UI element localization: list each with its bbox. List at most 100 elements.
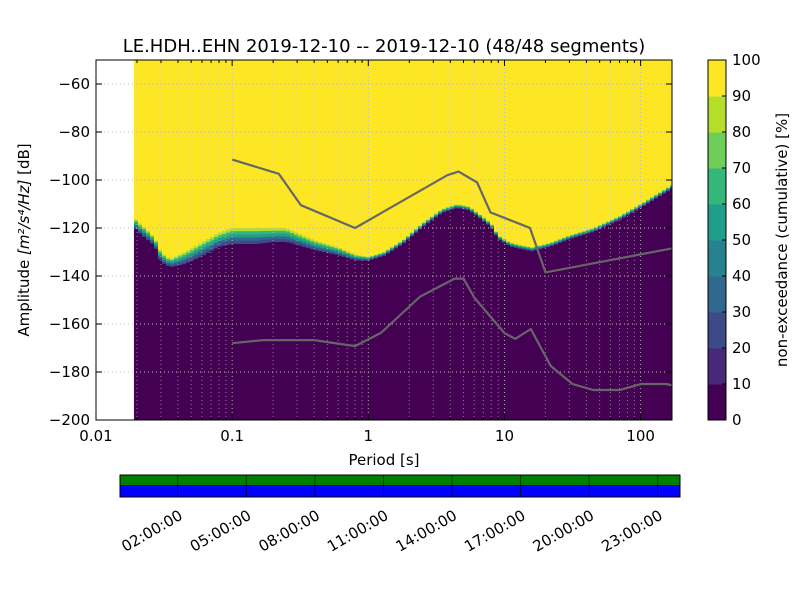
heatmap-cell-transition	[637, 205, 643, 207]
colorbar-block	[708, 132, 726, 169]
heatmap-cell-transition	[329, 245, 335, 248]
heatmap-cell-transition	[589, 229, 595, 231]
heatmap-cell-low	[461, 210, 467, 420]
heatmap-cell-transition	[385, 250, 391, 252]
heatmap-cell-transition	[257, 228, 263, 232]
heatmap-column	[577, 60, 583, 420]
heatmap-cell-transition	[669, 184, 672, 187]
heatmap-cell-high	[561, 60, 567, 238]
heatmap-cell-transition	[461, 206, 467, 209]
heatmap-cell-transition	[469, 212, 475, 214]
heatmap-column	[329, 60, 335, 420]
heatmap-column	[437, 60, 443, 420]
heatmap-cell-transition	[241, 244, 247, 248]
heatmap-cell-transition	[301, 242, 307, 246]
heatmap-cell-transition	[421, 222, 427, 224]
heatmap-cell-transition	[313, 248, 319, 251]
heatmap-cell-transition	[509, 243, 515, 245]
heatmap-cell-transition	[609, 219, 615, 221]
heatmap-cell-transition	[497, 237, 503, 240]
heatmap-cell-transition	[269, 233, 275, 237]
heatmap-cell-low	[437, 215, 443, 420]
heatmap-cell-transition	[433, 215, 439, 218]
heatmap-cell-transition	[489, 224, 495, 226]
heatmap-cell-transition	[505, 244, 511, 246]
heatmap-cell-transition	[145, 236, 151, 239]
x-axis-label: Period [s]	[348, 451, 419, 469]
heatmap-cell-transition	[341, 252, 347, 255]
heatmap-column	[341, 60, 347, 420]
heatmap-cell-high	[621, 60, 627, 214]
heatmap-cell-low	[477, 219, 483, 420]
heatmap-column	[649, 60, 655, 420]
colorbar-tick-label: 20	[732, 339, 751, 357]
heatmap-cell-transition	[573, 233, 579, 235]
heatmap-cell-low	[385, 254, 391, 420]
colorbar-color-blocks	[708, 60, 726, 421]
heatmap-cell-transition	[145, 240, 151, 243]
heatmap-cell-transition	[257, 234, 263, 238]
heatmap-cell-high	[241, 60, 247, 228]
heatmap-cell-transition	[309, 249, 315, 252]
heatmap-cell-transition	[421, 222, 427, 225]
heatmap-cell-transition	[245, 228, 251, 232]
heatmap-cell-low	[377, 257, 383, 420]
x-tick-label: 1	[364, 427, 374, 445]
heatmap-cell-high	[361, 60, 367, 257]
heatmap-cell-high	[469, 60, 475, 209]
heatmap-cell-transition	[289, 240, 295, 244]
heatmap-cell-transition	[205, 250, 211, 254]
heatmap-cell-high	[329, 60, 335, 246]
heatmap-cell-transition	[309, 245, 315, 248]
heatmap-cell-low	[293, 246, 299, 420]
heatmap-cell-transition	[285, 231, 291, 235]
heatmap-cell-high	[605, 60, 611, 222]
heatmap-cell-transition	[561, 237, 567, 239]
heatmap-cell-transition	[573, 236, 579, 238]
heatmap-cell-high	[577, 60, 583, 233]
heatmap-cell-transition	[413, 231, 419, 233]
heatmap-column	[393, 60, 399, 420]
heatmap-cell-transition	[437, 212, 443, 214]
heatmap-cell-transition	[177, 262, 183, 266]
heatmap-cell-transition	[437, 210, 443, 212]
heatmap-cell-transition	[405, 235, 411, 238]
heatmap-cell-low	[613, 222, 619, 420]
heatmap-cell-transition	[185, 255, 191, 259]
heatmap-cell-transition	[477, 218, 483, 220]
heatmap-cell-transition	[513, 244, 519, 246]
heatmap-cell-transition	[597, 224, 603, 227]
heatmap-cell-transition	[449, 209, 455, 212]
heatmap-column	[345, 60, 351, 420]
heatmap-cell-high	[581, 60, 587, 231]
heatmap-cell-transition	[193, 245, 199, 249]
heatmap-column	[361, 60, 367, 420]
heatmap-cell-transition	[321, 252, 327, 255]
heatmap-cell-transition	[281, 228, 287, 232]
heatmap-cell-low	[281, 244, 287, 420]
heatmap-cell-transition	[173, 258, 179, 261]
heatmap-cell-high	[157, 60, 163, 250]
heatmap-cell-transition	[469, 209, 475, 211]
heatmap-cell-transition	[517, 247, 523, 250]
heatmap-cell-transition	[541, 246, 547, 248]
heatmap-cell-transition	[649, 200, 655, 203]
heatmap-cell-transition	[649, 198, 655, 200]
heatmap-column	[265, 60, 271, 420]
heatmap-cell-transition	[493, 233, 499, 235]
heatmap-cell-transition	[281, 239, 287, 243]
heatmap-cell-low	[489, 229, 495, 420]
heatmap-column	[133, 60, 139, 420]
heatmap-cell-transition	[373, 258, 379, 260]
heatmap-cell-transition	[185, 250, 191, 254]
heatmap-cell-transition	[309, 243, 315, 246]
heatmap-cell-transition	[649, 200, 655, 202]
heatmap-cell-transition	[409, 233, 415, 236]
heatmap-cell-transition	[461, 205, 467, 207]
heatmap-cell-transition	[337, 249, 343, 252]
heatmap-cell-transition	[221, 233, 227, 238]
heatmap-cell-low	[325, 254, 331, 420]
heatmap-cell-transition	[165, 257, 171, 260]
heatmap-cell-transition	[249, 234, 255, 239]
heatmap-cell-transition	[645, 200, 651, 202]
